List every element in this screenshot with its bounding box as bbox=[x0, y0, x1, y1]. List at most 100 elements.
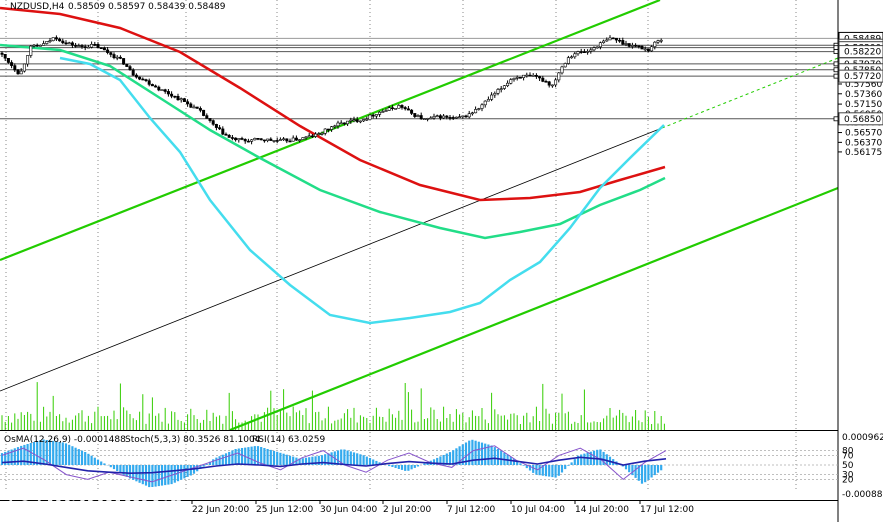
ma-slow-red bbox=[0, 6, 666, 202]
candle-bear bbox=[125, 64, 129, 67]
candle-bear bbox=[128, 66, 132, 71]
candle-bull bbox=[525, 74, 529, 77]
candle-bear bbox=[96, 43, 100, 48]
candle-bull bbox=[563, 63, 567, 68]
candle-bull bbox=[333, 125, 337, 128]
candle-bull bbox=[381, 111, 385, 113]
time-tick-label: 14 Jul 20:00 bbox=[575, 505, 629, 515]
candle-bull bbox=[26, 55, 30, 65]
candle-bear bbox=[448, 117, 452, 119]
candle-bull bbox=[330, 126, 334, 130]
candle-bull bbox=[416, 115, 420, 117]
candle-bear bbox=[173, 95, 177, 98]
level-marker bbox=[833, 45, 839, 51]
candle-bear bbox=[93, 43, 97, 46]
candle-bear bbox=[122, 58, 126, 65]
candle-bear bbox=[99, 47, 103, 50]
candle-bull bbox=[160, 89, 164, 91]
watermark-brand: instaforex bbox=[46, 482, 184, 510]
candle-bull bbox=[506, 82, 510, 86]
candle-bear bbox=[154, 85, 158, 88]
candle-bull bbox=[650, 46, 654, 52]
candle-bull bbox=[461, 115, 465, 118]
candle-bear bbox=[134, 74, 138, 78]
price-axis: 0.585500.581500.575600.573600.571500.569… bbox=[833, 31, 883, 158]
channel-upper-line bbox=[0, 0, 661, 262]
candle-bull bbox=[384, 110, 388, 112]
candle-bull bbox=[358, 120, 362, 123]
level-price-label: 0.58220 bbox=[844, 48, 881, 58]
ma-mid-green bbox=[0, 43, 666, 240]
candle-bull bbox=[346, 120, 350, 125]
candle-bull bbox=[374, 114, 378, 117]
candle-bear bbox=[288, 140, 292, 143]
candle-bear bbox=[240, 138, 244, 140]
candle-bear bbox=[83, 46, 87, 48]
candle-bear bbox=[6, 57, 10, 63]
stoch-label: Stoch(5,3,3) 80.3526 81.1004 bbox=[125, 435, 261, 445]
candle-bull bbox=[38, 44, 42, 47]
candle-bull bbox=[394, 108, 398, 110]
candle-bull bbox=[557, 72, 561, 81]
candle-bull bbox=[499, 88, 503, 90]
candle-bull bbox=[29, 45, 33, 56]
osc-level-label: 80 bbox=[842, 447, 854, 457]
time-tick-label: 7 Jul 12:00 bbox=[447, 505, 496, 515]
level-price-label: 0.56850 bbox=[844, 115, 881, 125]
price-tick-label: 0.56570 bbox=[845, 129, 882, 139]
candle-bull bbox=[643, 48, 647, 51]
candle-bear bbox=[406, 108, 410, 111]
candle-bear bbox=[102, 47, 106, 51]
candle-bear bbox=[189, 103, 193, 108]
candle-bear bbox=[138, 76, 142, 80]
candle-bear bbox=[618, 39, 622, 42]
candle-bear bbox=[208, 118, 212, 121]
candle-bull bbox=[429, 117, 433, 120]
candle-bull bbox=[624, 43, 628, 45]
candle-bull bbox=[314, 133, 318, 137]
candle-bull bbox=[349, 119, 353, 122]
candle-bull bbox=[522, 74, 526, 78]
candle-bull bbox=[291, 137, 295, 142]
candle-bear bbox=[518, 77, 522, 79]
price-panel bbox=[0, 0, 839, 490]
candle-bull bbox=[512, 78, 516, 80]
candle-bull bbox=[250, 139, 254, 142]
level-price-box bbox=[838, 112, 883, 126]
candle-bear bbox=[170, 93, 174, 97]
candle-bull bbox=[192, 106, 196, 109]
candle-bull bbox=[515, 77, 519, 79]
candle-bull bbox=[115, 56, 119, 59]
candle-bull bbox=[589, 49, 593, 52]
candle-bear bbox=[166, 91, 170, 95]
candle-bear bbox=[224, 133, 228, 136]
candle-bull bbox=[86, 46, 90, 49]
candle-bear bbox=[147, 80, 151, 85]
osc-top-label: 0.000962 bbox=[842, 433, 883, 443]
candle-bear bbox=[211, 120, 215, 125]
candle-bull bbox=[486, 99, 490, 102]
osc-bottom-label: -0.000887 bbox=[842, 490, 883, 500]
candle-bull bbox=[432, 116, 436, 119]
candle-bear bbox=[186, 101, 190, 105]
time-tick-label: 30 Jun 04:00 bbox=[320, 505, 377, 515]
candle-bull bbox=[598, 42, 602, 48]
candle-bear bbox=[58, 38, 62, 42]
time-tick-label: 25 Jun 12:00 bbox=[256, 505, 313, 515]
candle-bull bbox=[278, 139, 282, 141]
candle-bull bbox=[509, 79, 513, 84]
level-price-label: 0.57720 bbox=[844, 72, 881, 82]
candle-bull bbox=[490, 94, 494, 100]
price-tick-label: 0.57150 bbox=[845, 100, 882, 110]
candle-bear bbox=[403, 107, 407, 110]
candle-bear bbox=[141, 78, 145, 81]
candle-bear bbox=[230, 137, 234, 139]
candle-bull bbox=[554, 79, 558, 86]
candle-bear bbox=[637, 45, 641, 48]
candle-bull bbox=[470, 112, 474, 115]
candle-bull bbox=[576, 51, 580, 55]
candle-bear bbox=[118, 56, 122, 59]
candle-bull bbox=[422, 118, 426, 120]
candle-bull bbox=[397, 105, 401, 109]
symbol-title: NZDUSD,H4 bbox=[10, 2, 65, 12]
